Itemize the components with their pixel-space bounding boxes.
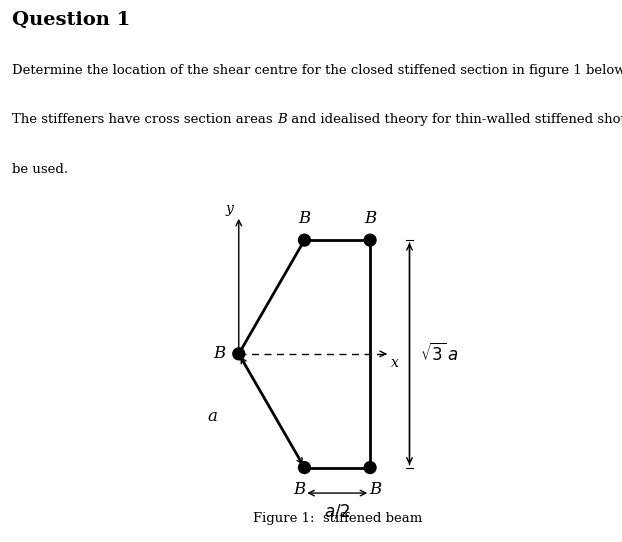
Text: B: B — [213, 345, 226, 363]
Text: B: B — [299, 210, 310, 227]
Text: $a/2$: $a/2$ — [324, 502, 350, 520]
Text: Determine the location of the shear centre for the closed stiffened section in f: Determine the location of the shear cent… — [12, 64, 622, 77]
Circle shape — [299, 462, 310, 474]
Text: y: y — [226, 202, 233, 216]
Text: B: B — [293, 481, 305, 498]
Text: be used.: be used. — [12, 163, 68, 176]
Text: $\sqrt{3}\,a$: $\sqrt{3}\,a$ — [420, 343, 458, 365]
Circle shape — [364, 234, 376, 246]
Text: and idealised theory for thin-walled stiffened should: and idealised theory for thin-walled sti… — [287, 113, 622, 126]
Circle shape — [233, 348, 244, 360]
Text: Question 1: Question 1 — [12, 11, 131, 29]
Text: B: B — [364, 210, 376, 227]
Circle shape — [364, 462, 376, 474]
Text: The stiffeners have cross section areas: The stiffeners have cross section areas — [12, 113, 277, 126]
Circle shape — [299, 234, 310, 246]
Text: a: a — [208, 409, 218, 425]
Text: Figure 1:  stiffened beam: Figure 1: stiffened beam — [253, 512, 422, 525]
Text: B: B — [369, 481, 381, 498]
Text: x: x — [391, 356, 399, 370]
Text: B: B — [277, 113, 287, 126]
